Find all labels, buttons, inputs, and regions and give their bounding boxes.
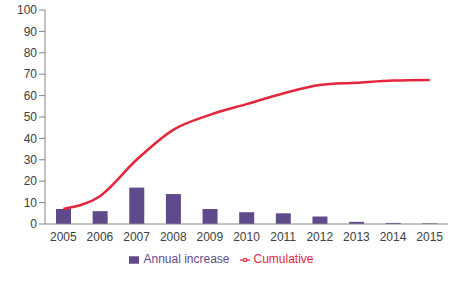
svg-text:0: 0: [30, 217, 37, 231]
svg-text:20: 20: [24, 174, 38, 188]
svg-text:60: 60: [24, 89, 38, 103]
html-text:Cumulative: Cumulative: [253, 252, 314, 266]
svg-text:2008: 2008: [160, 230, 187, 244]
svg-text:2015: 2015: [416, 230, 443, 244]
svg-text:50: 50: [24, 110, 38, 124]
svg-text:2005: 2005: [50, 230, 77, 244]
svg-text:30: 30: [24, 153, 38, 167]
svg-text:2006: 2006: [87, 230, 114, 244]
svg-text:80: 80: [24, 46, 38, 60]
svg-text:2012: 2012: [306, 230, 333, 244]
html-text:Annual increase: Annual increase: [143, 252, 230, 266]
svg-text:100: 100: [17, 3, 37, 17]
svg-text:2014: 2014: [380, 230, 407, 244]
svg-text:10: 10: [24, 196, 38, 210]
svg-text:90: 90: [24, 25, 38, 39]
svg-text:40: 40: [24, 132, 38, 146]
svg-text:70: 70: [24, 67, 38, 81]
svg-text:2007: 2007: [123, 230, 150, 244]
svg-text:2011: 2011: [270, 230, 296, 244]
svg-text:2009: 2009: [197, 230, 224, 244]
svg-text:2013: 2013: [343, 230, 370, 244]
svg-text:2010: 2010: [233, 230, 260, 244]
